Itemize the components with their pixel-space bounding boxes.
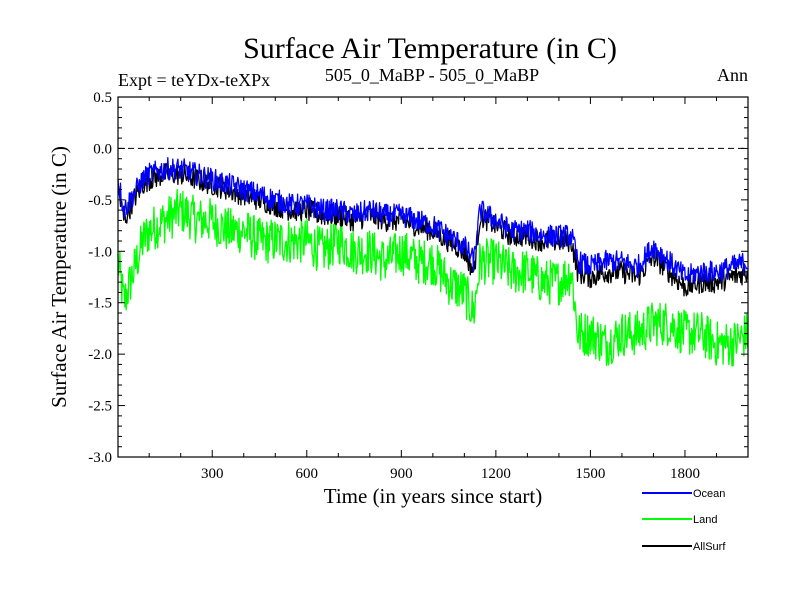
- x-axis-label: Time (in years since start): [324, 484, 543, 508]
- legend-label-ocean: Ocean: [693, 488, 725, 500]
- legend: Ocean Land AllSurf: [642, 488, 726, 553]
- experiment-label: Expt = teYDx-teXPx: [118, 70, 270, 90]
- legend-label-allsurf: AllSurf: [693, 541, 726, 553]
- legend-label-land: Land: [693, 514, 717, 526]
- series-layer: [117, 157, 749, 367]
- y-tick-label: -1.0: [88, 244, 112, 260]
- x-tick-label: 600: [296, 466, 319, 482]
- y-tick-label: 0.0: [93, 141, 112, 157]
- x-tick-label: 1800: [670, 466, 700, 482]
- y-tick-label: -3.0: [88, 450, 112, 466]
- y-tick-label: -1.5: [88, 296, 112, 312]
- axis-layer: 300 600 900 1200 1500 1800 0.5 0.0 -0.5 -1.0 -1.5 -…: [88, 90, 748, 482]
- x-tick-label: 1200: [481, 466, 511, 482]
- x-tick-label: 1500: [575, 466, 605, 482]
- chart-title: Surface Air Temperature (in C): [243, 32, 617, 65]
- y-tick-label: -2.5: [88, 399, 112, 415]
- series-line-ocean: [117, 157, 749, 284]
- y-tick-label: -0.5: [88, 193, 112, 209]
- y-tick-label: -2.0: [88, 347, 112, 363]
- y-tick-label: 0.5: [93, 90, 112, 106]
- period-label: Ann: [717, 65, 748, 85]
- x-tick-label: 300: [201, 466, 224, 482]
- series-line-land: [117, 188, 749, 367]
- y-axis-label: Surface Air Temperature (in C): [47, 146, 71, 408]
- x-tick-label: 900: [390, 466, 413, 482]
- run-label: 505_0_MaBP - 505_0_MaBP: [325, 65, 539, 85]
